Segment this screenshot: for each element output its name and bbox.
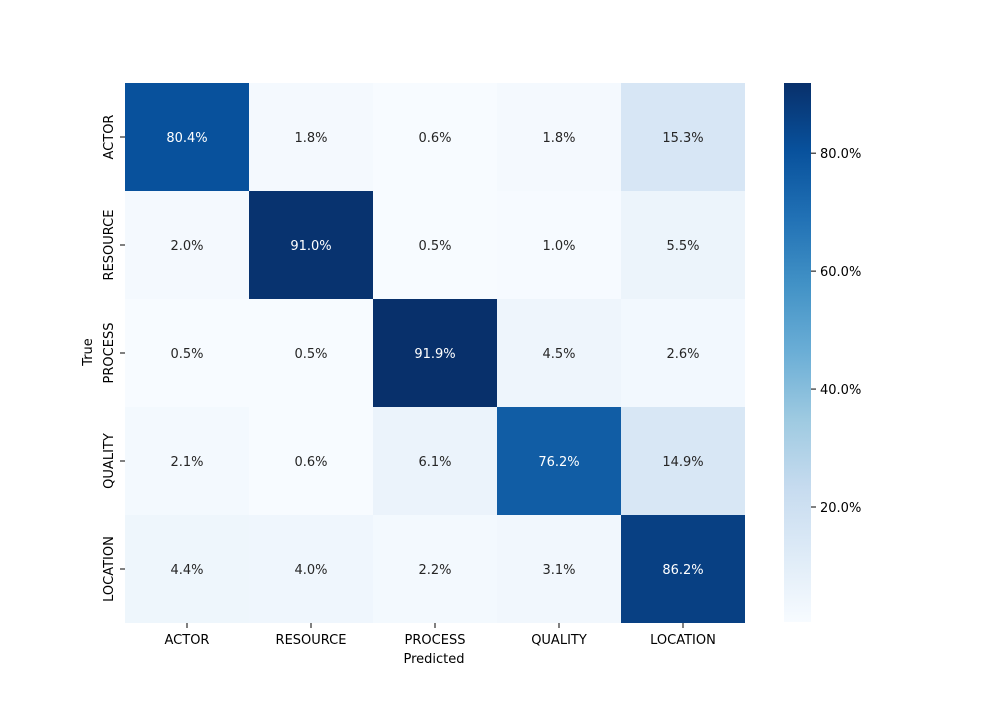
x-tick-label: PROCESS — [405, 633, 466, 648]
cell-value-label: 14.9% — [662, 455, 703, 470]
colorbar-tick-label: 40.0% — [820, 383, 861, 398]
heatmap-cell — [373, 299, 497, 407]
heatmap-cell — [621, 191, 745, 299]
heatmap-cell — [125, 299, 249, 407]
cell-value-label: 86.2% — [662, 563, 703, 578]
cell-value-label: 0.5% — [294, 347, 327, 362]
y-axis-ticks: ACTOR RESOURCE PROCESS QUALITY LOCATION — [102, 115, 125, 602]
heatmap-cell — [125, 83, 249, 191]
x-tick-label: RESOURCE — [276, 633, 347, 648]
y-tick-label: PROCESS — [102, 323, 117, 384]
heatmap-cell — [497, 407, 621, 515]
cell-value-label: 4.5% — [542, 347, 575, 362]
heatmap-cell — [497, 299, 621, 407]
heatmap-cell — [497, 515, 621, 623]
cell-value-label: 0.5% — [418, 239, 451, 254]
cell-value-label: 1.8% — [294, 131, 327, 146]
cell-value-label: 1.0% — [542, 239, 575, 254]
cell-value-label: 2.6% — [666, 347, 699, 362]
cell-value-label: 3.1% — [542, 563, 575, 578]
heatmap-cell — [621, 299, 745, 407]
x-tick-label: QUALITY — [531, 633, 587, 648]
heatmap-cell — [621, 83, 745, 191]
heatmap-cell — [249, 299, 373, 407]
cell-value-label: 91.0% — [290, 239, 331, 254]
y-tick-label: LOCATION — [102, 536, 117, 602]
cell-value-label: 80.4% — [166, 131, 207, 146]
y-tick-label: ACTOR — [102, 115, 117, 160]
heatmap-cell — [621, 515, 745, 623]
heatmap-cell — [373, 515, 497, 623]
cell-value-label: 2.2% — [418, 563, 451, 578]
colorbar-tick-label: 20.0% — [820, 501, 861, 516]
cell-value-label: 76.2% — [538, 455, 579, 470]
x-axis-ticks: ACTOR RESOURCE PROCESS QUALITY LOCATION — [165, 623, 716, 648]
y-axis-label: True — [81, 338, 96, 367]
cell-value-label: 1.8% — [542, 131, 575, 146]
colorbar-tick-label: 80.0% — [820, 147, 861, 162]
cell-value-label: 15.3% — [662, 131, 703, 146]
colorbar-ticks: 20.0% 40.0% 60.0% 80.0% — [811, 147, 861, 516]
cell-value-label: 0.6% — [418, 131, 451, 146]
heatmap-cell — [125, 191, 249, 299]
cell-value-label: 0.5% — [170, 347, 203, 362]
x-axis-label: Predicted — [403, 652, 464, 667]
heatmap-cells — [125, 83, 745, 623]
cell-value-label: 2.1% — [170, 455, 203, 470]
cell-value-label: 6.1% — [418, 455, 451, 470]
colorbar-tick-label: 60.0% — [820, 265, 861, 280]
heatmap-cell — [249, 83, 373, 191]
cell-value-label: 4.4% — [170, 563, 203, 578]
cell-value-label: 2.0% — [170, 239, 203, 254]
heatmap-cell — [497, 83, 621, 191]
heatmap-cell — [373, 191, 497, 299]
x-tick-label: ACTOR — [165, 633, 210, 648]
x-tick-label: LOCATION — [650, 633, 716, 648]
heatmap-cell — [249, 407, 373, 515]
cell-value-label: 0.6% — [294, 455, 327, 470]
cell-value-label: 91.9% — [414, 347, 455, 362]
heatmap-cell — [249, 191, 373, 299]
y-tick-label: RESOURCE — [102, 210, 117, 281]
heatmap-cell — [621, 407, 745, 515]
heatmap-cell — [373, 83, 497, 191]
y-tick-label: QUALITY — [102, 433, 117, 489]
heatmap-cell — [373, 407, 497, 515]
heatmap-cell — [249, 515, 373, 623]
cell-value-label: 5.5% — [666, 239, 699, 254]
colorbar — [784, 83, 811, 622]
heatmap-cell — [125, 515, 249, 623]
cell-value-label: 4.0% — [294, 563, 327, 578]
heatmap-cell — [125, 407, 249, 515]
heatmap-cell — [497, 191, 621, 299]
cell-value-labels: 80.4% 1.8% 0.6% 1.8% 15.3% 2.0% 91.0% 0.5% 1.0% 5… — [166, 131, 703, 578]
